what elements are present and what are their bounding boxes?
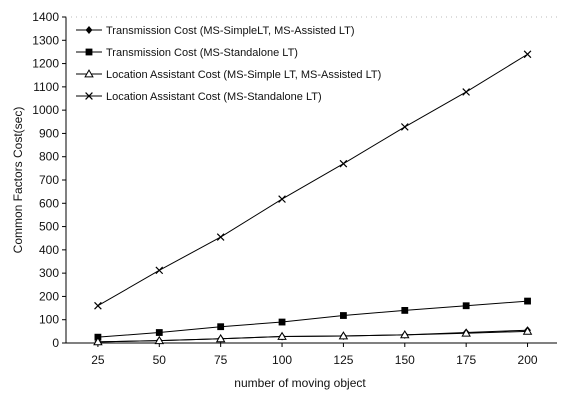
x-marker-stroke (216, 233, 225, 241)
legend-diamond-marker (85, 26, 93, 34)
triangle-data-point (338, 331, 349, 340)
y-tick-label: 1100 (33, 80, 59, 94)
square-data-point (524, 297, 531, 305)
y-tick-label: 1400 (32, 10, 59, 24)
legend-item: Transmission Cost (MS-Standalone LT) (76, 47, 298, 59)
x-tick-label: 25 (91, 353, 105, 367)
triangle-data-point (93, 336, 103, 346)
y-tick-label: 200 (39, 289, 59, 303)
y-tick-label: 600 (39, 196, 59, 210)
y-tick-label: 900 (39, 126, 59, 140)
x-tick-label: 75 (214, 353, 228, 367)
triangle-data-point (461, 328, 471, 337)
triangle-data-point (154, 335, 165, 345)
y-tick-label: 0 (52, 336, 59, 350)
series-4 (94, 50, 532, 310)
x-axis-label: number of moving object (234, 376, 366, 390)
x-data-point (216, 233, 225, 241)
legend-label: Transmission Cost (MS-Standalone LT) (106, 47, 298, 59)
square-data-point (155, 329, 163, 336)
triangle-data-point (277, 331, 287, 340)
x-data-point (462, 88, 470, 96)
triangle-data-point (522, 326, 533, 335)
legend-label: Location Assistant Cost (MS-Standalone L… (106, 91, 322, 103)
y-tick-label: 500 (39, 220, 59, 234)
x-data-point (155, 266, 164, 275)
legend-x-marker (85, 92, 93, 100)
square-data-point (401, 307, 409, 314)
y-tick-label: 700 (39, 173, 59, 187)
legend-item: Location Assistant Cost (MS-Standalone L… (76, 91, 322, 103)
y-tick-label: 1300 (32, 33, 59, 47)
legend-square-marker (85, 48, 93, 56)
triangle-data-point (400, 329, 410, 339)
x-data-point (400, 123, 409, 131)
x-marker-stroke (523, 50, 532, 59)
y-tick-label: 100 (39, 313, 59, 327)
y-tick-label: 800 (39, 150, 59, 164)
y-axis-label: Common Factors Cost(sec) (11, 107, 25, 254)
x-marker-stroke (400, 123, 409, 131)
series-line (97, 330, 528, 343)
x-tick-label: 175 (456, 353, 476, 367)
legend-item: Location Assistant Cost (MS-Simple LT, M… (76, 69, 381, 81)
x-marker-stroke (278, 195, 286, 203)
y-tick-label: 400 (39, 243, 59, 257)
x-tick-label: 50 (153, 353, 167, 367)
series-line (97, 300, 528, 338)
legend: Transmission Cost (MS-SimpleLT, MS-Assis… (76, 25, 381, 103)
x-data-point (339, 159, 348, 168)
legend-label: Transmission Cost (MS-SimpleLT, MS-Assis… (106, 25, 355, 37)
x-marker-stroke (462, 88, 470, 96)
x-tick-label: 100 (272, 353, 292, 367)
square-data-point (340, 312, 347, 319)
x-tick-label: 125 (333, 353, 353, 367)
x-data-point (94, 301, 102, 310)
y-axis-ticks: 0 100 200 300 400 500 600 700 800 900 1000 1100 1200… (32, 10, 66, 350)
x-data-point (278, 195, 286, 203)
y-tick-label: 1200 (32, 57, 59, 71)
x-axis-ticks: 25 50 75 100 125 150 175 200 (91, 343, 538, 367)
square-data-point (278, 318, 286, 326)
x-marker-stroke (155, 266, 164, 275)
x-marker-stroke (94, 301, 102, 310)
y-tick-label: 300 (39, 266, 59, 280)
square-data-point (462, 302, 470, 310)
x-tick-label: 150 (395, 353, 415, 367)
y-tick-label: 1000 (32, 103, 59, 117)
series-3 (93, 326, 533, 346)
legend-triangle-marker (84, 69, 94, 78)
x-marker-stroke (339, 159, 348, 168)
x-marker-stroke (85, 92, 93, 100)
legend-item: Transmission Cost (MS-SimpleLT, MS-Assis… (76, 25, 355, 37)
series-line (97, 53, 528, 307)
legend-label: Location Assistant Cost (MS-Simple LT, M… (106, 69, 381, 81)
plot-area (65, 16, 557, 344)
triangle-data-point (215, 333, 226, 343)
x-tick-label: 200 (518, 353, 538, 367)
x-data-point (523, 50, 532, 59)
square-data-point (217, 323, 225, 331)
series-group (93, 50, 533, 346)
